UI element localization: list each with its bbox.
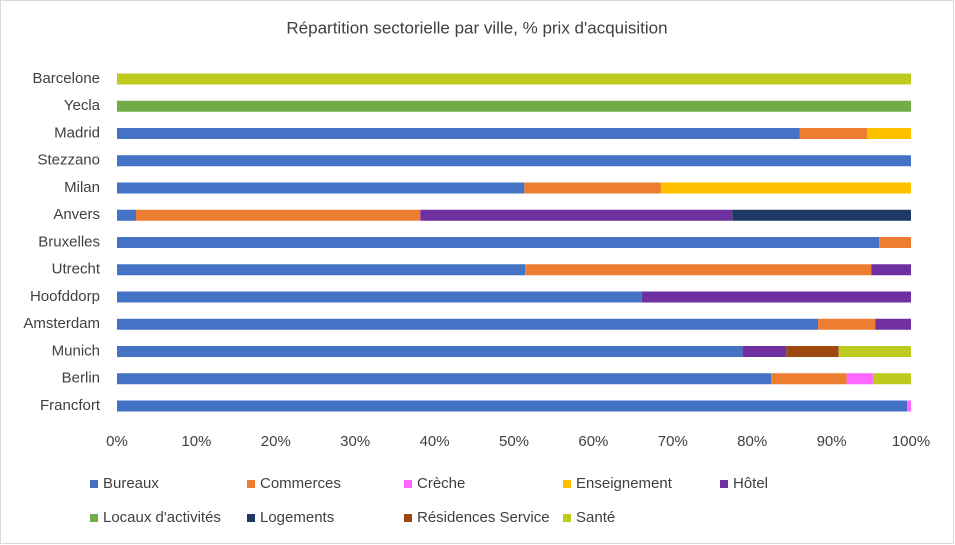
legend-label: Locaux d'activités (103, 509, 221, 526)
bar-segment (799, 128, 868, 139)
y-tick-label: Munich (52, 342, 100, 359)
legend-swatch (720, 480, 728, 488)
x-tick-label: 0% (106, 433, 128, 450)
bar-segment (732, 209, 911, 221)
y-tick-label: Berlin (62, 370, 100, 387)
y-tick-label: Yecla (64, 97, 101, 114)
legend-label: Santé (576, 509, 615, 526)
legend-swatch (247, 480, 255, 488)
x-tick-label: 30% (340, 433, 370, 450)
bar-segment (742, 346, 787, 357)
x-tick-label: 90% (817, 433, 847, 450)
x-tick-label: 60% (578, 433, 608, 450)
y-tick-label: Hoofddorp (30, 288, 100, 305)
bar-segment (117, 264, 526, 276)
legend-label: Bureaux (103, 475, 159, 492)
bar-segment (117, 400, 908, 412)
bar-segment (117, 128, 800, 139)
x-tick-label: 70% (658, 433, 688, 450)
legend-label: Hôtel (733, 475, 768, 492)
bar-segment (871, 264, 911, 276)
bar-segment (117, 182, 525, 194)
bar-segment (117, 237, 880, 248)
legend-swatch (563, 514, 571, 522)
x-tick-label: 80% (737, 433, 767, 450)
bar-segment (641, 291, 911, 303)
bar-segment (818, 318, 876, 330)
x-tick-label: 20% (261, 433, 291, 450)
y-tick-label: Madrid (54, 124, 100, 141)
bar-segment (117, 318, 819, 330)
legend-swatch (563, 480, 571, 488)
bar-segment (872, 373, 911, 385)
y-tick-label: Milan (64, 179, 100, 196)
x-tick-label: 50% (499, 433, 529, 450)
bar-segment (879, 237, 911, 248)
y-tick-label: Francfort (40, 397, 101, 414)
y-tick-label: Amsterdam (23, 315, 100, 332)
legend-label: Commerces (260, 475, 341, 492)
legend-label: Crèche (417, 475, 465, 492)
bar-segment (875, 318, 911, 330)
x-tick-label: 40% (420, 433, 450, 450)
legend-swatch (90, 480, 98, 488)
bar-segment (117, 100, 911, 112)
legend-swatch (247, 514, 255, 522)
bar-segment (846, 373, 873, 385)
bar-segment (907, 400, 911, 412)
bar-segment (117, 346, 743, 357)
chart-title: Répartition sectorielle par ville, % pri… (286, 18, 667, 37)
bar-segment (524, 182, 661, 194)
legend-label: Logements (260, 509, 334, 526)
bar-segment (117, 209, 137, 221)
y-tick-label: Barcelone (32, 70, 100, 87)
bar-segment (867, 128, 911, 139)
legend-label: Enseignement (576, 475, 673, 492)
legend-swatch (90, 514, 98, 522)
bar-segment (117, 291, 642, 303)
x-tick-label: 10% (181, 433, 211, 450)
bar-segment (117, 373, 772, 385)
bar-segment (838, 346, 911, 357)
bar-segment (117, 73, 911, 85)
bar-segment (771, 373, 847, 385)
legend-swatch (404, 480, 412, 488)
y-tick-label: Anvers (53, 206, 100, 223)
bar-segment (786, 346, 839, 357)
bar-segment (117, 155, 911, 167)
bar-segment (660, 182, 911, 194)
bar-segment (525, 264, 872, 276)
bar-segment (420, 209, 733, 221)
y-tick-label: Bruxelles (38, 233, 100, 250)
x-tick-label: 100% (892, 433, 930, 450)
bar-segment (136, 209, 421, 221)
y-tick-label: Stezzano (37, 152, 100, 169)
y-tick-label: Utrecht (52, 261, 101, 278)
legend-label: Résidences Service (417, 509, 550, 526)
legend-swatch (404, 514, 412, 522)
